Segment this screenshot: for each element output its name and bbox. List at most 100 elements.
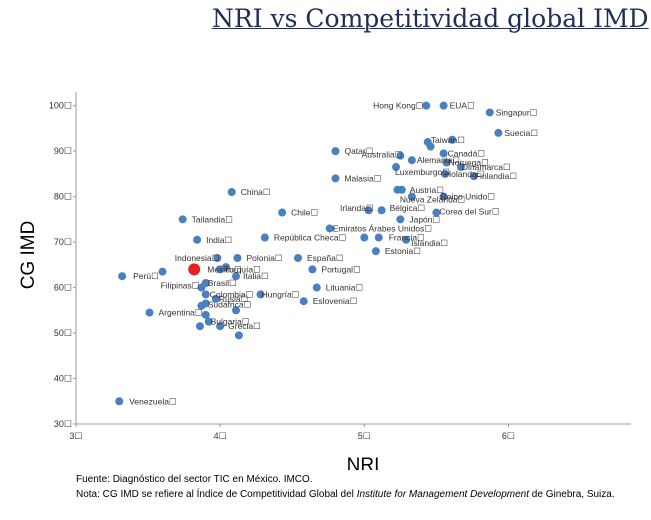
point-label: Reino Unido☐ (441, 192, 496, 202)
point-label: Venezuela☐ (129, 396, 177, 406)
definition-note: Nota: CG IMD se refiere al Índice de Com… (76, 487, 636, 502)
data-point (158, 267, 167, 276)
data-point (211, 294, 220, 303)
data-point (325, 224, 334, 233)
point-label: Colombia☐ (210, 289, 254, 299)
data-point (441, 169, 450, 178)
data-point (456, 163, 465, 172)
data-point (115, 397, 124, 406)
data-point (485, 108, 494, 117)
x-tick-label: 5☐ (358, 431, 371, 441)
point-label: Lituania☐ (326, 283, 364, 293)
data-point (118, 272, 127, 281)
point-label: Argentina☐ (159, 308, 203, 318)
point-label: Rusia☐ (219, 294, 249, 304)
point-label: Emiratos Árabes Unidos☐ (333, 223, 433, 233)
point-label: Finlandia☐ (475, 171, 517, 181)
data-point (396, 151, 405, 160)
point-label: República Checa☐ (274, 233, 347, 243)
data-points (115, 101, 503, 406)
y-tick-label: 50☐ (54, 328, 72, 338)
point-label: Portugal☐ (321, 264, 361, 274)
point-label: Singapur☐ (496, 107, 538, 117)
y-tick-label: 30☐ (54, 419, 72, 429)
data-point (312, 283, 321, 292)
point-label: Perú☐ (133, 271, 159, 281)
point-label: Corea del Sur☐ (439, 207, 499, 217)
x-tick-label: 3☐ (69, 431, 82, 441)
data-point (232, 272, 241, 281)
data-point (195, 322, 204, 331)
data-point (377, 206, 386, 215)
data-point (392, 163, 401, 172)
data-point (145, 308, 154, 317)
x-axis-title: NRI (347, 455, 380, 470)
data-point (364, 206, 373, 215)
point-label: Noruega☐ (448, 157, 489, 167)
point-label: Tailandia☐ (192, 214, 234, 224)
point-label: China☐ (241, 187, 271, 197)
point-label: Dinamarca☐ (462, 162, 511, 172)
point-label: Turquía☐ (224, 264, 261, 274)
data-point (393, 185, 402, 194)
data-point (193, 235, 202, 244)
data-point (260, 233, 269, 242)
point-label: Japón☐ (409, 214, 440, 224)
point-label: Brasil☐ (208, 278, 237, 288)
data-point (197, 283, 206, 292)
point-label: Suecia☐ (504, 128, 538, 138)
data-point (432, 208, 441, 217)
point-label: India☐ (206, 235, 232, 245)
y-tick-label: 90☐ (54, 146, 72, 156)
data-point (402, 235, 411, 244)
data-point (426, 142, 435, 151)
note-text-end: de Ginebra, Suiza. (529, 489, 615, 500)
data-point (299, 297, 308, 306)
y-axis-title: CG IMD (18, 221, 39, 290)
point-label: Bélgica☐ (390, 203, 426, 213)
point-label: Filipinas☐ (161, 281, 200, 291)
data-point (331, 147, 340, 156)
data-point (374, 233, 383, 242)
data-point (371, 247, 380, 256)
data-point (216, 322, 225, 331)
point-label: Nueva Zelanda☐ (400, 195, 466, 205)
point-label: Canadá☐ (448, 148, 486, 158)
point-label: Eslovenia☐ (313, 296, 358, 306)
point-labels: Hong Kong☐ EUA☐ Singapur☐ Suecia☐ Taiwan☐ Can… (129, 101, 538, 407)
y-tick-label: 60☐ (54, 283, 72, 293)
data-point (201, 290, 210, 299)
data-point (204, 317, 213, 326)
point-label: Hungría☐ (262, 289, 300, 299)
axes (73, 92, 631, 427)
data-point (360, 233, 369, 242)
data-point (407, 156, 416, 165)
point-label: Qatar☐ (344, 146, 373, 156)
point-label: Indonesia☐ (175, 253, 220, 263)
data-point (331, 174, 340, 183)
data-point (439, 192, 448, 201)
point-label: Sudáfrica☐ (208, 299, 252, 309)
y-tick-label: 100☐ (49, 101, 72, 111)
point-label: Malasia☐ (344, 173, 381, 183)
data-point (308, 265, 317, 274)
data-point (469, 172, 478, 181)
point-label: Italia☐ (243, 271, 269, 281)
point-label: EUA☐ (450, 101, 475, 111)
note-text-start: Nota: CG IMD se refiere al Índice de Com… (76, 489, 357, 500)
y-tick-label: 80☐ (54, 192, 72, 202)
data-point (197, 301, 206, 310)
data-point (494, 128, 503, 137)
point-label: Islandia☐ (411, 238, 448, 248)
data-point (201, 310, 210, 319)
data-point (439, 101, 448, 110)
data-point (216, 265, 225, 274)
data-point (278, 208, 287, 217)
data-point (442, 158, 451, 167)
scatter-chart: 30☐ 40☐ 50☐ 60☐ 70☐ 80☐ 90☐ 100☐ 3☐ 4☐ 5☐ 6☐ Hong K… (18, 92, 631, 470)
data-point (256, 290, 265, 299)
data-point (233, 254, 242, 262)
data-point (294, 254, 302, 262)
data-point (227, 188, 236, 197)
data-point (396, 215, 405, 224)
